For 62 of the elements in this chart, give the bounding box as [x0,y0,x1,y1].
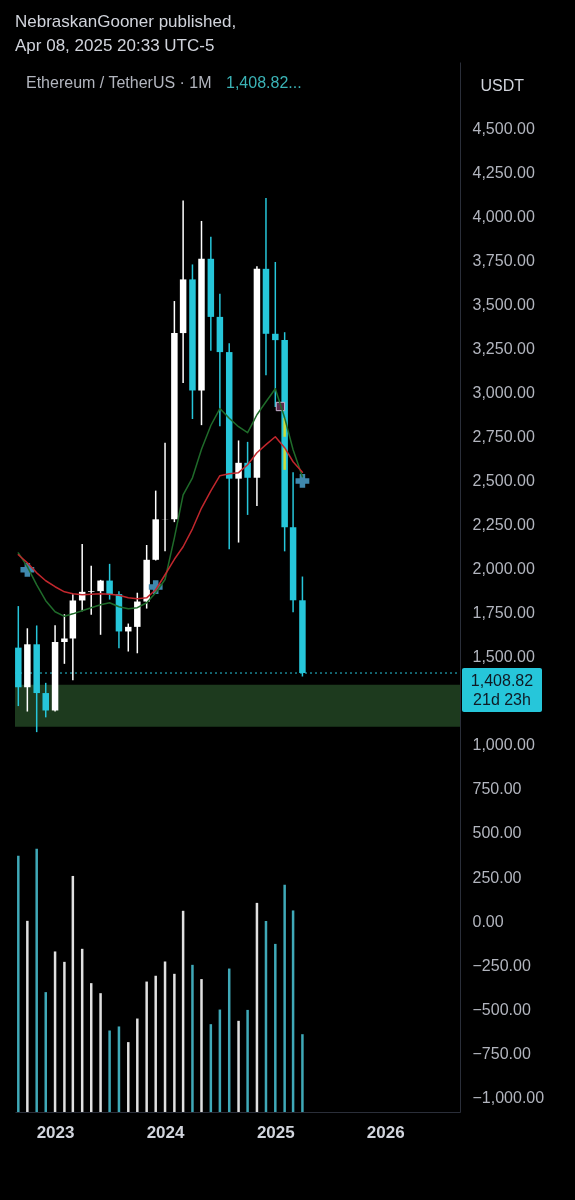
bar [237,1020,240,1112]
bar [17,855,20,1112]
bar [99,993,102,1112]
bar [35,848,38,1112]
x-tick-label: 2026 [366,1122,405,1142]
y-tick-label: −1,000.00 [472,1088,545,1106]
y-tick-label: 2,750.00 [472,428,535,446]
y-tick-label: 3,750.00 [472,252,535,270]
point [295,474,310,488]
y-tick-label: 1,750.00 [472,604,535,622]
bar [145,981,148,1112]
bar [136,1018,139,1112]
bar [283,447,286,470]
bar [44,992,47,1112]
candlestick [61,613,68,665]
text: 1,408.82... [226,74,302,91]
y-tick-label: 4,500.00 [472,120,535,138]
candlestick [87,565,95,616]
bar [301,1034,304,1112]
y-tick-label: 0.00 [472,912,504,930]
y-axis-title: USDT [480,76,525,94]
y-tick-label: 750.00 [472,780,522,798]
y-tick-label: 3,250.00 [472,340,535,358]
y-tick-label: −250.00 [472,956,531,974]
bar [127,1042,130,1112]
bar [154,975,157,1112]
y-tick-label: 1,500.00 [472,648,535,666]
bar [26,920,29,1112]
candlestick [272,261,279,408]
y-tick-label: 3,500.00 [472,296,535,314]
y-tick-label: 500.00 [472,824,522,842]
y-tick-label: 2,500.00 [472,472,535,490]
y-tick-label: −750.00 [472,1044,531,1062]
text: NebraskanGooner published, [15,12,237,31]
candlestick [244,441,251,516]
text: Apr 08, 2025 20:33 UTC-5 [15,36,215,55]
ref-line-label: 1,408.82 21d 23h [470,672,534,709]
y-tick-label: 2,250.00 [472,516,535,534]
y-tick-label: 1,000.00 [472,736,535,754]
bar [274,943,277,1112]
bar [283,884,286,1112]
x-tick-label: 2024 [146,1122,185,1142]
y-tick-label: 3,000.00 [472,384,535,402]
bar [173,973,176,1112]
bar [108,1030,111,1112]
bar [246,1009,249,1112]
candlestick [235,439,242,544]
candlestick [125,622,132,653]
bar [191,964,194,1112]
y-tick-label: 250.00 [472,868,522,886]
y-tick-label: 4,250.00 [472,164,535,182]
candlestick [106,563,113,601]
text: Ethereum / TetherUS · 1M [26,74,212,91]
bar [200,979,203,1112]
x-tick-label: 2025 [256,1122,295,1142]
y-tick-label: −500.00 [472,1000,531,1018]
x-tick-label: 2023 [36,1122,75,1142]
candlestick [97,579,104,636]
bar [63,961,66,1112]
y-tick-label: 2,000.00 [472,560,535,578]
y-tick-label: 4,000.00 [472,208,535,226]
candlestick [42,682,49,719]
